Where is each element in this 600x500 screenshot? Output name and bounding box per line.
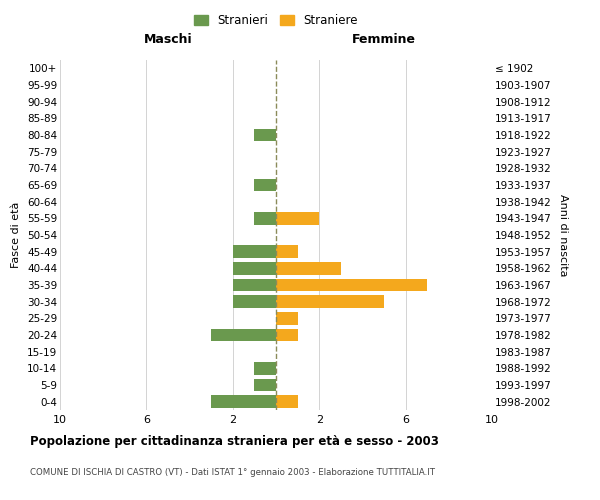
Text: Maschi: Maschi — [143, 33, 193, 46]
Y-axis label: Anni di nascita: Anni di nascita — [558, 194, 568, 276]
Bar — [254, 212, 276, 224]
Bar — [233, 296, 276, 308]
Bar — [276, 329, 298, 341]
Bar — [254, 129, 276, 141]
Bar — [276, 296, 384, 308]
Bar — [233, 262, 276, 274]
Bar — [276, 246, 298, 258]
Legend: Stranieri, Straniere: Stranieri, Straniere — [190, 11, 362, 31]
Bar — [211, 329, 276, 341]
Bar — [211, 396, 276, 408]
Bar — [276, 262, 341, 274]
Bar — [233, 279, 276, 291]
Text: COMUNE DI ISCHIA DI CASTRO (VT) - Dati ISTAT 1° gennaio 2003 - Elaborazione TUTT: COMUNE DI ISCHIA DI CASTRO (VT) - Dati I… — [30, 468, 435, 477]
Text: Popolazione per cittadinanza straniera per età e sesso - 2003: Popolazione per cittadinanza straniera p… — [30, 435, 439, 448]
Bar — [254, 179, 276, 192]
Bar — [276, 312, 298, 324]
Bar — [276, 396, 298, 408]
Bar — [254, 362, 276, 374]
Y-axis label: Fasce di età: Fasce di età — [11, 202, 22, 268]
Bar — [254, 379, 276, 391]
Bar — [233, 246, 276, 258]
Bar — [276, 212, 319, 224]
Text: Femmine: Femmine — [352, 33, 416, 46]
Bar — [276, 279, 427, 291]
